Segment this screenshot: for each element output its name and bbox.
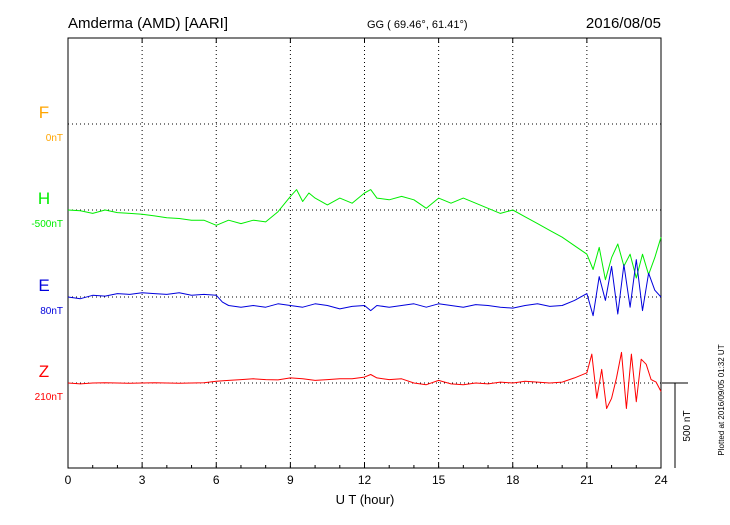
series-line-e — [67, 259, 662, 317]
x-tick-label: 21 — [580, 473, 594, 487]
series-offset-h: -500nT — [31, 219, 63, 230]
x-tick-label: 12 — [358, 473, 372, 487]
station-title: Amderma (AMD) [AARI] — [68, 15, 228, 32]
series-offset-z: 210nT — [35, 392, 63, 403]
coords-text: GG ( 69.46°, 61.41°) — [367, 19, 468, 31]
series-name-z: Z — [39, 362, 49, 381]
x-tick-label: 18 — [506, 473, 520, 487]
x-tick-label: 6 — [213, 473, 220, 487]
x-tick-label: 15 — [432, 473, 446, 487]
component-labels: F 0nT H -500nT E 80nT Z 210nT — [31, 103, 63, 403]
series-offset-e: 80nT — [40, 306, 63, 317]
series-name-e: E — [38, 276, 49, 295]
x-tick-label: 9 — [287, 473, 294, 487]
date-text: 2016/08/05 — [586, 15, 661, 32]
x-axis-ticks: 0 3 6 9 12 15 18 21 24 — [65, 38, 668, 487]
x-tick-label: 3 — [139, 473, 146, 487]
x-tick-label: 24 — [654, 473, 668, 487]
x-tick-label: 0 — [65, 473, 72, 487]
scale-bar-label: 500 nT — [682, 410, 693, 441]
series-offset-f: 0nT — [46, 133, 63, 144]
grid-lines — [68, 38, 661, 468]
series-line-h — [67, 189, 662, 281]
series-name-h: H — [38, 189, 50, 208]
series-line-z — [67, 351, 662, 409]
x-axis-label: U T (hour) — [336, 492, 395, 507]
series-lines — [67, 189, 662, 409]
series-name-f: F — [39, 103, 49, 122]
plotted-note: Plotted at 2016/09/05 01:32 UT — [717, 344, 726, 455]
